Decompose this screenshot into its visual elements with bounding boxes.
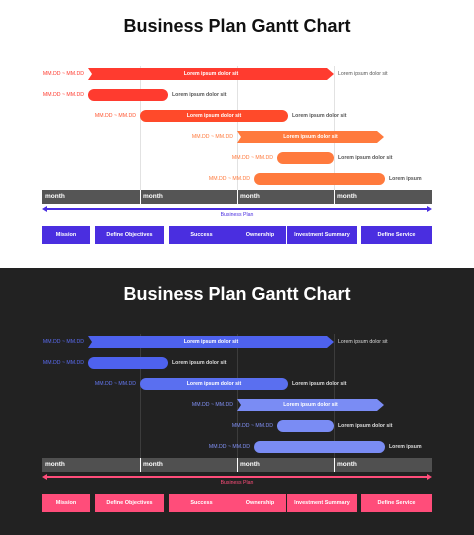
month-separator bbox=[334, 458, 335, 472]
gantt-row: MM.DD ~ MM.DD Lorem ipsum bbox=[0, 173, 474, 185]
task-date: MM.DD ~ MM.DD bbox=[94, 113, 136, 119]
task-date: MM.DD ~ MM.DD bbox=[191, 134, 233, 140]
month-label: month bbox=[143, 193, 163, 200]
phase-box: Success bbox=[169, 226, 234, 244]
month-timeline: month month month month bbox=[42, 190, 432, 204]
task-note: Lorem ipsum dolor sit bbox=[338, 71, 388, 77]
dark-gantt-panel: Business Plan Gantt Chart MM.DD ~ MM.DD L… bbox=[0, 268, 474, 535]
gantt-row: MM.DD ~ MM.DD Lorem ipsum dolor sit Lorem … bbox=[0, 336, 474, 348]
plan-label: Business Plan bbox=[220, 212, 254, 218]
gantt-row: MM.DD ~ MM.DD Lorem ipsum bbox=[0, 441, 474, 453]
gantt-row: MM.DD ~ MM.DD Lorem ipsum dolor sit bbox=[0, 399, 474, 411]
task-bar bbox=[88, 336, 334, 348]
task-bar bbox=[140, 378, 288, 390]
gantt-row: MM.DD ~ MM.DD Lorem ipsum dolor sit bbox=[0, 420, 474, 432]
task-bar bbox=[88, 89, 168, 101]
task-note: Lorem ipsum bbox=[389, 444, 422, 450]
gantt-row: MM.DD ~ MM.DD Lorem ipsum dolor sit Lorem … bbox=[0, 110, 474, 122]
month-separator bbox=[237, 458, 238, 472]
gantt-row: MM.DD ~ MM.DD Lorem ipsum dolor sit bbox=[0, 131, 474, 143]
month-label: month bbox=[337, 461, 357, 468]
phase-box: Ownership bbox=[234, 494, 286, 512]
month-label: month bbox=[45, 193, 65, 200]
plan-arrow-line bbox=[45, 476, 429, 478]
task-bar-label: Lorem ipsum dolor sit bbox=[186, 113, 242, 119]
month-label: month bbox=[240, 461, 260, 468]
task-bar-label: Lorem ipsum dolor sit bbox=[186, 381, 242, 387]
arrow-right-icon bbox=[427, 474, 432, 480]
month-label: month bbox=[337, 193, 357, 200]
task-note: Lorem ipsum dolor sit bbox=[292, 113, 347, 119]
task-date: MM.DD ~ MM.DD bbox=[42, 339, 84, 345]
task-bar bbox=[254, 173, 385, 185]
phase-box: Mission bbox=[42, 226, 90, 244]
gantt-row: MM.DD ~ MM.DD Lorem ipsum dolor sit bbox=[0, 152, 474, 164]
gridline bbox=[237, 334, 238, 458]
task-date: MM.DD ~ MM.DD bbox=[208, 176, 250, 182]
light-gantt-panel: Business Plan Gantt Chart MM.DD ~ MM.DD L… bbox=[0, 0, 474, 264]
month-label: month bbox=[240, 193, 260, 200]
phase-box: Success bbox=[169, 494, 234, 512]
month-timeline: month month month month bbox=[42, 458, 432, 472]
task-bar bbox=[237, 399, 384, 411]
gridline bbox=[140, 66, 141, 190]
month-label: month bbox=[45, 461, 65, 468]
task-note: Lorem ipsum dolor sit bbox=[292, 381, 347, 387]
task-note: Lorem ipsum dolor sit bbox=[172, 360, 227, 366]
task-date: MM.DD ~ MM.DD bbox=[231, 423, 273, 429]
phase-box: Define Objectives bbox=[95, 226, 164, 244]
task-date: MM.DD ~ MM.DD bbox=[231, 155, 273, 161]
arrow-left-icon bbox=[42, 206, 47, 212]
task-date: MM.DD ~ MM.DD bbox=[208, 444, 250, 450]
task-note: Lorem ipsum dolor sit bbox=[338, 423, 393, 429]
phase-box: Define Service bbox=[361, 494, 432, 512]
task-note: Lorem ipsum dolor sit bbox=[338, 155, 393, 161]
plan-arrow-line bbox=[45, 208, 429, 210]
month-separator bbox=[140, 190, 141, 204]
task-bar bbox=[254, 441, 385, 453]
phase-box: Investment Summary bbox=[287, 226, 357, 244]
gantt-row: MM.DD ~ MM.DD Lorem ipsum dolor sit bbox=[0, 357, 474, 369]
panel-divider bbox=[0, 264, 474, 268]
task-note: Lorem ipsum bbox=[389, 176, 422, 182]
task-bar-label: Lorem ipsum dolor sit bbox=[283, 134, 338, 140]
task-date: MM.DD ~ MM.DD bbox=[42, 360, 84, 366]
task-bar-label: Lorem ipsum dolor sit bbox=[183, 339, 239, 345]
gantt-row: MM.DD ~ MM.DD Lorem ipsum dolor sit bbox=[0, 89, 474, 101]
task-bar bbox=[237, 131, 384, 143]
phase-box: Ownership bbox=[234, 226, 286, 244]
task-bar bbox=[88, 357, 168, 369]
task-date: MM.DD ~ MM.DD bbox=[42, 71, 84, 77]
task-bar-label: Lorem ipsum dolor sit bbox=[183, 71, 239, 77]
arrow-right-icon bbox=[427, 206, 432, 212]
gridline bbox=[237, 66, 238, 190]
month-separator bbox=[237, 190, 238, 204]
gridline bbox=[334, 66, 335, 190]
task-date: MM.DD ~ MM.DD bbox=[94, 381, 136, 387]
gantt-row: MM.DD ~ MM.DD Lorem ipsum dolor sit Lorem … bbox=[0, 378, 474, 390]
phase-box: Define Objectives bbox=[95, 494, 164, 512]
chart-title: Business Plan Gantt Chart bbox=[123, 16, 351, 36]
task-bar bbox=[277, 152, 334, 164]
task-bar bbox=[140, 110, 288, 122]
task-bar bbox=[277, 420, 334, 432]
task-bar bbox=[88, 68, 334, 80]
task-date: MM.DD ~ MM.DD bbox=[42, 92, 84, 98]
task-note: Lorem ipsum dolor sit bbox=[338, 339, 388, 345]
gridline bbox=[334, 334, 335, 458]
task-note: Lorem ipsum dolor sit bbox=[172, 92, 227, 98]
gridline bbox=[140, 334, 141, 458]
month-separator bbox=[140, 458, 141, 472]
chart-title: Business Plan Gantt Chart bbox=[123, 284, 351, 304]
month-separator bbox=[334, 190, 335, 204]
month-label: month bbox=[143, 461, 163, 468]
phase-box: Define Service bbox=[361, 226, 432, 244]
phase-box: Investment Summary bbox=[287, 494, 357, 512]
phase-box: Mission bbox=[42, 494, 90, 512]
gantt-row: MM.DD ~ MM.DD Lorem ipsum dolor sit Lorem … bbox=[0, 68, 474, 80]
plan-label: Business Plan bbox=[220, 480, 254, 486]
task-date: MM.DD ~ MM.DD bbox=[191, 402, 233, 408]
arrow-left-icon bbox=[42, 474, 47, 480]
task-bar-label: Lorem ipsum dolor sit bbox=[283, 402, 338, 408]
